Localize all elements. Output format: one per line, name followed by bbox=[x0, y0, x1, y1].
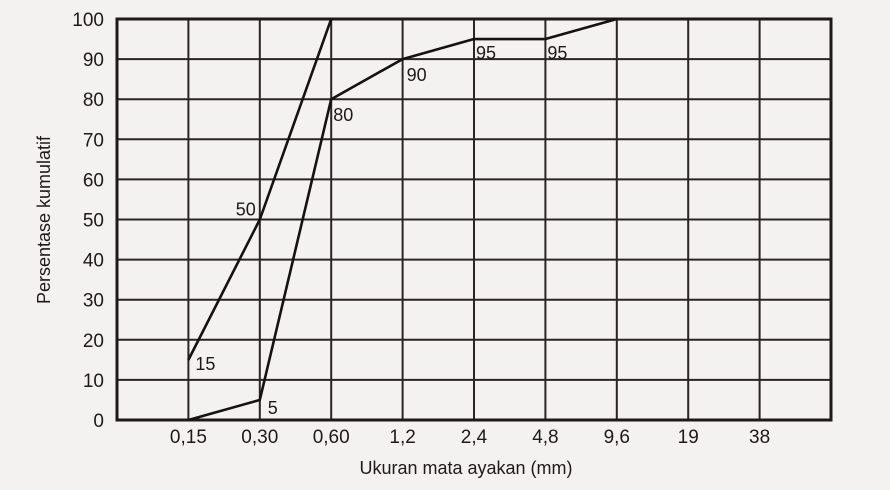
x-tick-label: 0,15 bbox=[170, 427, 207, 448]
y-tick-label: 10 bbox=[83, 371, 104, 392]
y-tick-label: 50 bbox=[83, 211, 104, 232]
y-tick-label: 30 bbox=[83, 291, 104, 312]
data-labels: 15 50 5 80 90 95 95 bbox=[195, 43, 567, 418]
y-tick-label: 100 bbox=[72, 10, 104, 31]
y-tick-label: 20 bbox=[83, 331, 104, 352]
y-tick-label: 60 bbox=[83, 170, 104, 191]
grid-lines bbox=[117, 18, 831, 421]
y-axis-ticks: 0 10 20 30 40 50 60 70 80 90 100 bbox=[72, 10, 104, 432]
y-tick-label: 70 bbox=[83, 130, 104, 151]
x-tick-label: 0,30 bbox=[241, 427, 278, 448]
data-point-label: 95 bbox=[476, 43, 496, 63]
data-point-label: 80 bbox=[333, 105, 353, 125]
data-series bbox=[187, 17, 618, 422]
upper-curve-line bbox=[187, 18, 333, 361]
x-tick-label: 19 bbox=[678, 427, 699, 448]
data-point-label: 5 bbox=[268, 398, 278, 418]
x-axis-ticks: 0,15 0,30 0,60 1,2 2,4 4,8 9,6 19 38 bbox=[170, 427, 770, 448]
data-point-label: 50 bbox=[236, 200, 256, 220]
data-point-label: 15 bbox=[195, 354, 215, 374]
x-tick-label: 38 bbox=[749, 427, 770, 448]
plot-frame bbox=[115, 17, 833, 422]
x-tick-label: 9,6 bbox=[604, 427, 630, 448]
y-axis-title: Persentase kumulatif bbox=[34, 135, 54, 304]
y-tick-label: 80 bbox=[83, 90, 104, 111]
y-tick-label: 40 bbox=[83, 251, 104, 272]
x-tick-label: 1,2 bbox=[389, 427, 415, 448]
y-tick-label: 0 bbox=[93, 411, 104, 432]
y-tick-label: 90 bbox=[83, 50, 104, 71]
x-tick-label: 4,8 bbox=[532, 427, 558, 448]
data-point-label: 95 bbox=[547, 43, 567, 63]
x-axis-title: Ukuran mata ayakan (mm) bbox=[359, 458, 572, 478]
x-tick-label: 2,4 bbox=[461, 427, 488, 448]
data-point-label: 90 bbox=[407, 65, 427, 85]
x-tick-label: 0,60 bbox=[313, 427, 350, 448]
lower-curve-line bbox=[188, 17, 618, 422]
